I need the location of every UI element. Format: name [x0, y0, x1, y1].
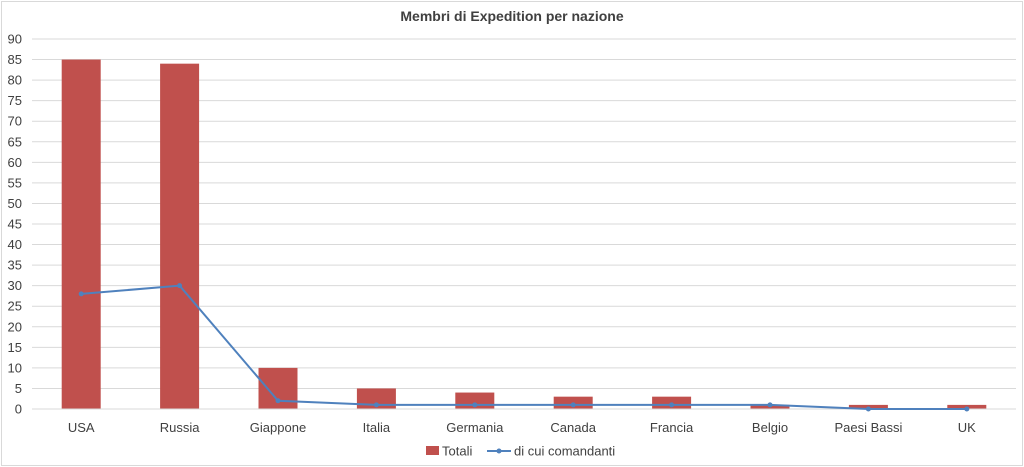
y-tick-label: 10 — [8, 360, 22, 375]
line-point — [570, 402, 576, 408]
y-tick-label: 20 — [8, 319, 22, 334]
chart-title: Membri di Expedition per nazione — [400, 8, 623, 24]
y-tick-label: 40 — [8, 237, 22, 252]
y-tick-label: 15 — [8, 340, 22, 355]
bar-usa — [61, 59, 101, 410]
y-tick-label: 25 — [8, 299, 22, 314]
line-point — [177, 283, 183, 289]
x-tick-label: Germania — [446, 420, 504, 435]
line-point — [964, 406, 970, 412]
x-tick-label: Paesi Bassi — [834, 420, 902, 435]
x-tick-label: Giappone — [250, 420, 306, 435]
y-tick-label: 60 — [8, 155, 22, 170]
legend-label-totali: Totali — [442, 444, 472, 459]
y-tick-label: 55 — [8, 175, 22, 190]
line-point — [767, 402, 773, 408]
bar-russia — [160, 63, 200, 410]
bars-series — [61, 59, 987, 410]
x-tick-label: USA — [68, 420, 95, 435]
x-tick-label: Francia — [650, 420, 694, 435]
x-tick-label: Italia — [363, 420, 391, 435]
y-tick-label: 50 — [8, 196, 22, 211]
y-tick-label: 45 — [8, 217, 22, 232]
x-tick-label: Canada — [550, 420, 596, 435]
legend-swatch-totali — [426, 446, 439, 455]
line-comandanti — [81, 284, 967, 410]
y-axis-labels: 0 5 10 15 20 25 30 35 40 45 50 55 60 65 70 75 80 85 90 — [8, 32, 22, 417]
y-tick-label: 75 — [8, 93, 22, 108]
legend: Totali di cui comandanti — [426, 444, 615, 459]
line-point — [275, 398, 281, 404]
y-tick-label: 35 — [8, 258, 22, 273]
y-tick-label: 0 — [15, 402, 22, 417]
legend-marker-comandanti — [496, 448, 502, 454]
x-tick-label: Russia — [160, 420, 201, 435]
y-tick-label: 80 — [8, 73, 22, 88]
y-tick-label: 5 — [15, 381, 22, 396]
y-tick-label: 65 — [8, 134, 22, 149]
y-tick-label: 70 — [8, 114, 22, 129]
line-point — [669, 402, 675, 408]
line-point — [78, 291, 84, 297]
y-tick-label: 30 — [8, 278, 22, 293]
y-tick-label: 90 — [8, 32, 22, 47]
x-axis-labels: USA Russia Giappone Italia Germania Canada Fra… — [68, 420, 976, 435]
y-tick-label: 85 — [8, 52, 22, 67]
line-point — [373, 402, 379, 408]
line-series — [78, 283, 970, 412]
x-tick-label: UK — [958, 420, 976, 435]
legend-label-comandanti: di cui comandanti — [514, 444, 615, 459]
line-point — [472, 402, 478, 408]
x-tick-label: Belgio — [752, 420, 788, 435]
line-point — [865, 406, 871, 412]
